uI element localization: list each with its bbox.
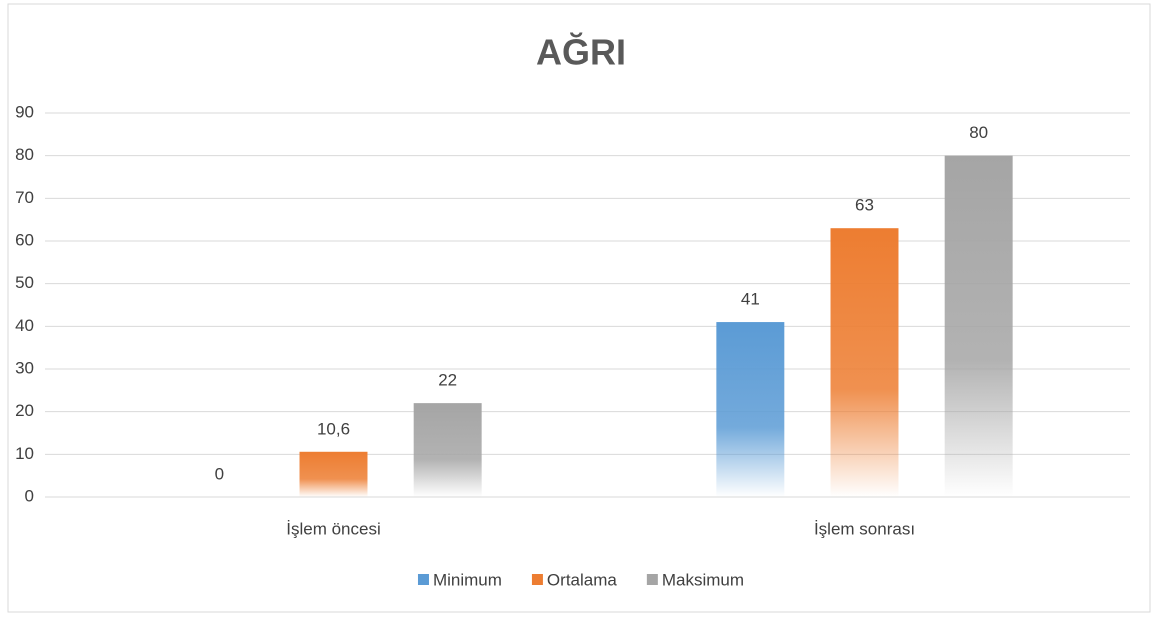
data-label: 0 [215,464,224,483]
data-label: 80 [969,123,988,142]
y-tick-label: 60 [15,230,34,249]
x-tick-label: İşlem öncesi [286,519,380,538]
legend-label: Maksimum [662,570,744,589]
y-tick-label: 0 [25,486,34,505]
y-tick-label: 40 [15,316,34,335]
bar [413,403,482,497]
y-tick-label: 90 [15,102,34,121]
bar [716,322,785,497]
data-label: 10,6 [317,419,350,438]
bar [944,155,1013,497]
x-tick-label: İşlem sonrası [814,519,915,538]
y-tick-label: 50 [15,273,34,292]
data-label: 22 [438,371,457,390]
legend-swatch [646,574,658,585]
chart-title: AĞRI [536,32,626,73]
y-tick-label: 80 [15,145,34,164]
legend-swatch [417,574,429,585]
y-tick-label: 30 [15,358,34,377]
legend-swatch [531,574,543,585]
y-tick-label: 20 [15,401,34,420]
bar [830,228,899,497]
legend-label: Ortalama [547,570,617,589]
bar [299,451,368,497]
legend-label: Minimum [433,570,502,589]
y-tick-label: 70 [15,188,34,207]
y-tick-label: 10 [15,444,34,463]
data-label: 63 [855,196,874,215]
legend: Minimum Ortalama Maksimum [417,570,744,589]
data-label: 41 [741,290,760,309]
